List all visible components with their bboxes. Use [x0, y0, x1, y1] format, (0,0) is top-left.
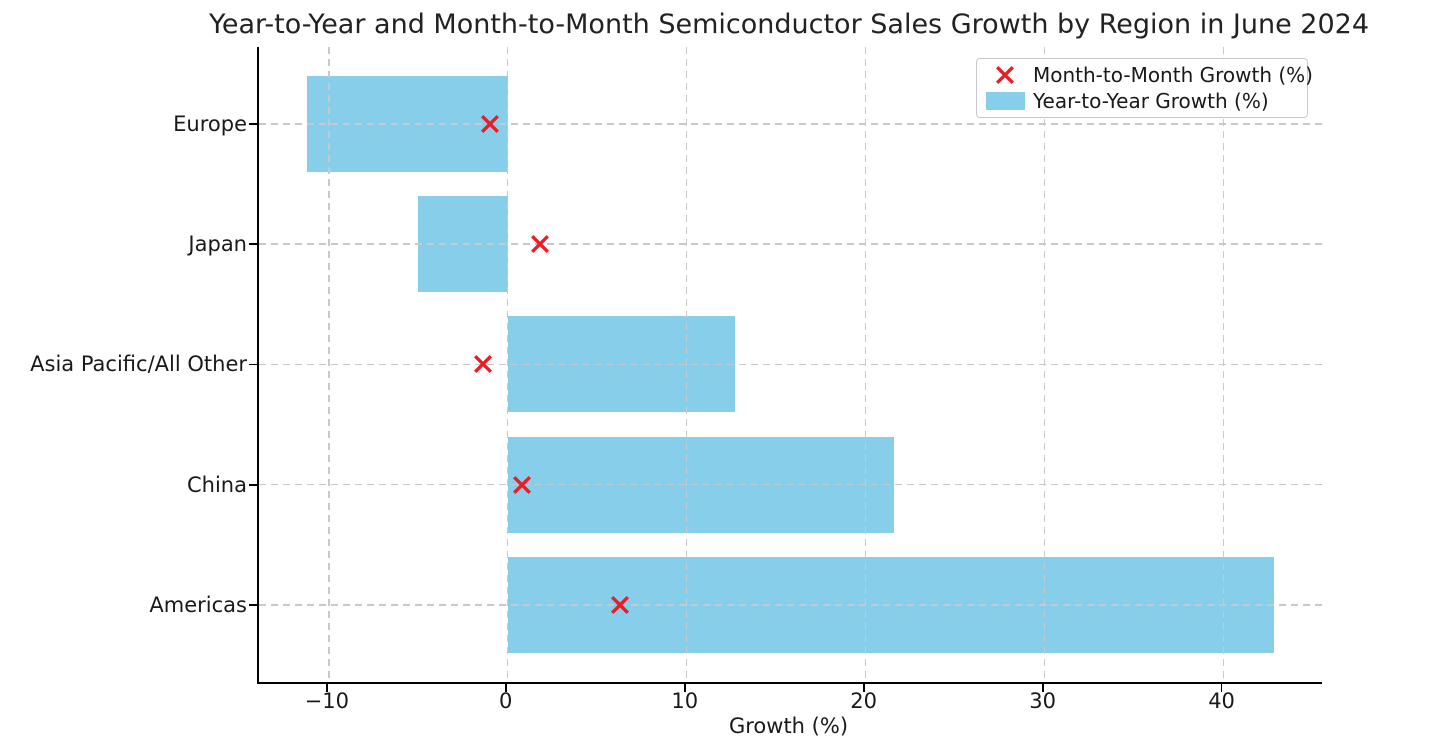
- x-tick-label-40: 40: [1208, 689, 1235, 713]
- x-tick-0: [504, 684, 507, 692]
- chart-title: Year-to-Year and Month-to-Month Semicond…: [208, 9, 1370, 40]
- gridline-y-asia-pacific-all-other: [259, 363, 1322, 366]
- x-tick-label--10: −10: [304, 689, 349, 713]
- gridline-y-americas: [259, 604, 1322, 606]
- x-tick--10: [325, 684, 328, 692]
- x-marker-icon: [611, 595, 630, 615]
- y-tick-americas: [249, 604, 257, 606]
- marker-americas: [609, 594, 631, 616]
- y-tick-label-americas: Americas: [149, 593, 247, 617]
- x-marker-icon: [995, 65, 1015, 85]
- y-tick-asia-pacific-all-other: [249, 363, 257, 366]
- x-axis-label: Growth (%): [728, 714, 849, 738]
- legend-bar-swatch-cell: [977, 92, 1033, 110]
- gridline-y-europe: [259, 123, 1322, 125]
- y-tick-label-china: China: [187, 472, 247, 497]
- y-tick-europe: [249, 122, 257, 125]
- marker-europe: [479, 113, 501, 135]
- plot-area: [257, 47, 1322, 684]
- x-marker-icon: [513, 475, 532, 494]
- x-marker-icon: [530, 235, 549, 254]
- legend-label: Month-to-Month Growth (%): [1033, 63, 1313, 87]
- y-tick-china: [249, 483, 257, 486]
- marker-japan: [529, 233, 551, 255]
- y-tick-japan: [249, 243, 257, 245]
- marker-china: [511, 474, 533, 496]
- marker-asia-pacific-all-other: [472, 353, 494, 375]
- x-tick-30: [1041, 684, 1044, 692]
- x-tick-label-30: 30: [1029, 689, 1056, 713]
- x-tick-20: [862, 684, 865, 692]
- legend: Month-to-Month Growth (%) Year-to-Year G…: [976, 58, 1313, 118]
- legend-bar-swatch: [985, 92, 1025, 110]
- gridline-y-china: [259, 483, 1322, 486]
- gridline-y-japan: [259, 243, 1322, 245]
- y-tick-label-japan: Japan: [188, 232, 247, 257]
- x-tick-40: [1220, 684, 1223, 692]
- x-marker-icon: [473, 355, 492, 374]
- y-tick-label-europe: Europe: [173, 111, 247, 136]
- x-tick-10: [683, 684, 686, 692]
- y-tick-label-asia-pacific-all-other: Asia Pacific/All Other: [30, 352, 247, 377]
- x-marker-icon: [480, 114, 499, 133]
- legend-item-year-to-year: Year-to-Year Growth (%): [977, 88, 1307, 114]
- x-tick-label-10: 10: [671, 689, 699, 713]
- x-tick-label-0: 0: [499, 689, 513, 713]
- legend-label: Year-to-Year Growth (%): [1033, 89, 1269, 113]
- legend-item-month-to-month: Month-to-Month Growth (%): [977, 62, 1313, 88]
- legend-x-marker-icon: [977, 64, 1033, 86]
- x-tick-label-20: 20: [850, 689, 878, 713]
